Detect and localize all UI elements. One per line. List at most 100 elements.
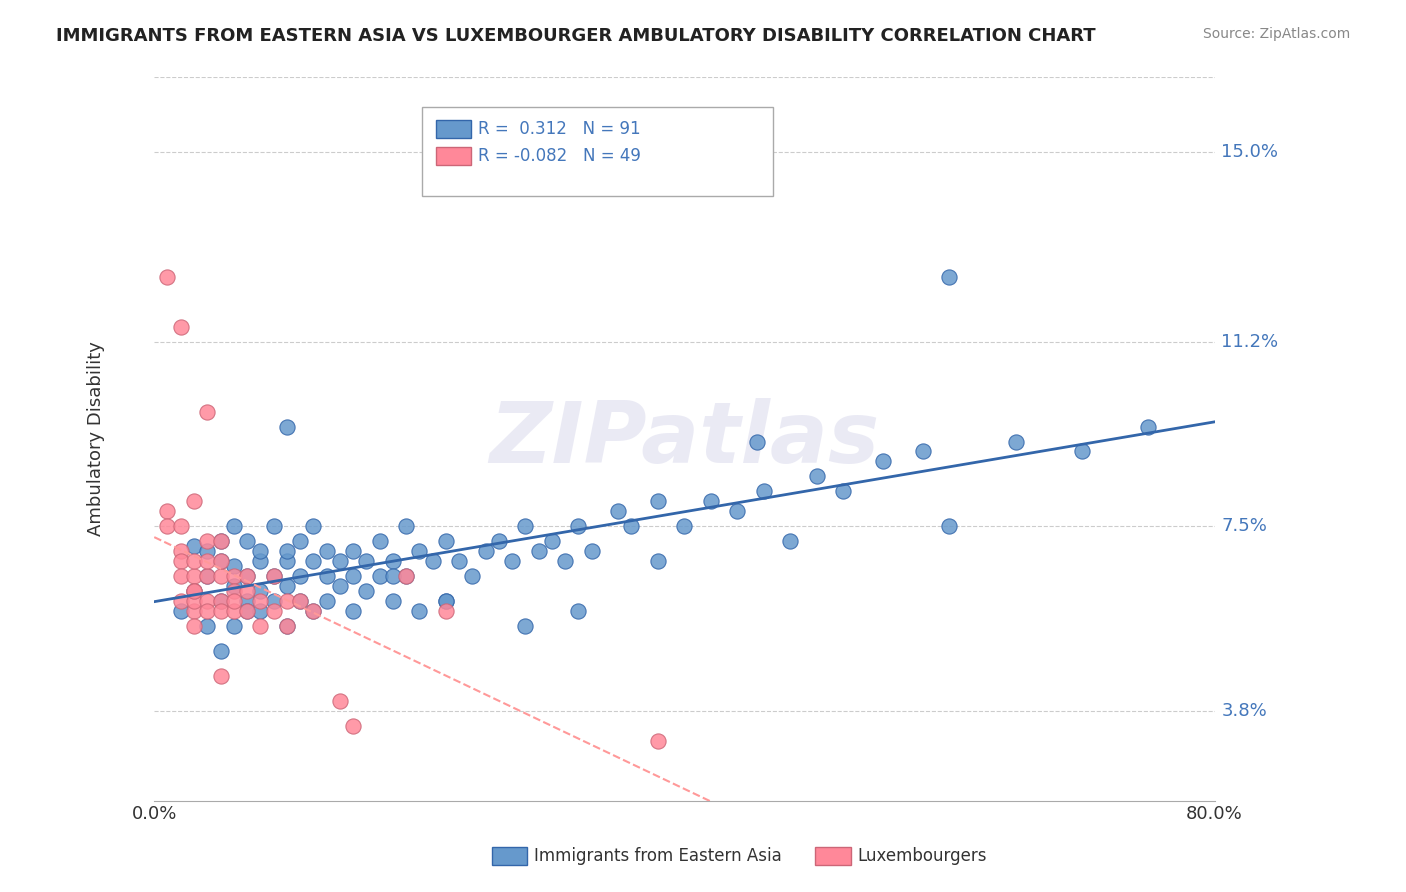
Point [434, 604, 457, 618]
Point [183, 539, 205, 553]
Point [381, 569, 404, 583]
Point [302, 519, 325, 533]
Point [276, 544, 298, 558]
Text: Immigrants from Eastern Asia: Immigrants from Eastern Asia [534, 847, 782, 865]
Point [156, 504, 179, 518]
Text: 3.8%: 3.8% [1222, 702, 1267, 720]
Point [236, 594, 259, 608]
Point [488, 534, 510, 549]
Point [183, 584, 205, 599]
Point [276, 579, 298, 593]
Text: Source: ZipAtlas.com: Source: ZipAtlas.com [1202, 27, 1350, 41]
Point [673, 519, 696, 533]
Point [315, 544, 337, 558]
Point [501, 554, 523, 568]
Point [170, 519, 193, 533]
Point [938, 269, 960, 284]
Point [249, 604, 271, 618]
Point [170, 604, 193, 618]
Point [222, 519, 245, 533]
Point [408, 604, 430, 618]
Point [222, 579, 245, 593]
Point [209, 594, 232, 608]
Point [381, 594, 404, 608]
Point [620, 519, 643, 533]
Text: 15.0%: 15.0% [1222, 144, 1278, 161]
Point [302, 604, 325, 618]
Point [288, 569, 311, 583]
Point [276, 554, 298, 568]
Text: IMMIGRANTS FROM EASTERN ASIA VS LUXEMBOURGER AMBULATORY DISABILITY CORRELATION C: IMMIGRANTS FROM EASTERN ASIA VS LUXEMBOU… [56, 27, 1095, 45]
Point [156, 519, 179, 533]
Point [832, 484, 855, 499]
Point [263, 569, 285, 583]
Point [288, 534, 311, 549]
Point [209, 534, 232, 549]
Point [288, 594, 311, 608]
Point [209, 569, 232, 583]
Point [222, 619, 245, 633]
Point [209, 644, 232, 658]
Point [183, 569, 205, 583]
Point [434, 534, 457, 549]
Point [567, 604, 589, 618]
Point [434, 594, 457, 608]
Text: R =  0.312   N = 91: R = 0.312 N = 91 [478, 120, 641, 138]
Point [236, 604, 259, 618]
Point [249, 619, 271, 633]
Point [195, 544, 218, 558]
Point [527, 544, 550, 558]
Point [329, 579, 352, 593]
Point [183, 619, 205, 633]
Point [461, 569, 484, 583]
Point [554, 554, 576, 568]
Point [779, 534, 801, 549]
Point [395, 519, 418, 533]
Point [315, 569, 337, 583]
Point [209, 669, 232, 683]
Point [647, 733, 669, 747]
Point [236, 534, 259, 549]
Point [183, 584, 205, 599]
Point [288, 594, 311, 608]
Point [725, 504, 748, 518]
Point [222, 604, 245, 618]
Point [195, 619, 218, 633]
Point [209, 534, 232, 549]
Point [236, 569, 259, 583]
Text: 11.2%: 11.2% [1222, 333, 1278, 351]
Point [581, 544, 603, 558]
Point [183, 494, 205, 508]
Point [752, 484, 775, 499]
Point [263, 594, 285, 608]
Point [195, 554, 218, 568]
Point [209, 604, 232, 618]
Point [195, 594, 218, 608]
Point [276, 594, 298, 608]
Point [342, 719, 364, 733]
Point [422, 554, 444, 568]
Point [302, 554, 325, 568]
Point [872, 454, 894, 468]
Point [647, 494, 669, 508]
Point [1004, 434, 1026, 449]
Point [474, 544, 496, 558]
Point [170, 544, 193, 558]
Text: R = -0.082   N = 49: R = -0.082 N = 49 [478, 147, 641, 165]
Text: Luxembourgers: Luxembourgers [858, 847, 987, 865]
Point [156, 269, 179, 284]
Point [183, 584, 205, 599]
Point [222, 594, 245, 608]
Point [329, 554, 352, 568]
Point [368, 569, 391, 583]
Point [911, 444, 934, 458]
Point [195, 404, 218, 418]
Point [170, 569, 193, 583]
Point [249, 544, 271, 558]
Point [170, 594, 193, 608]
Point [356, 554, 378, 568]
Point [209, 594, 232, 608]
Point [747, 434, 769, 449]
Point [249, 554, 271, 568]
Point [236, 569, 259, 583]
